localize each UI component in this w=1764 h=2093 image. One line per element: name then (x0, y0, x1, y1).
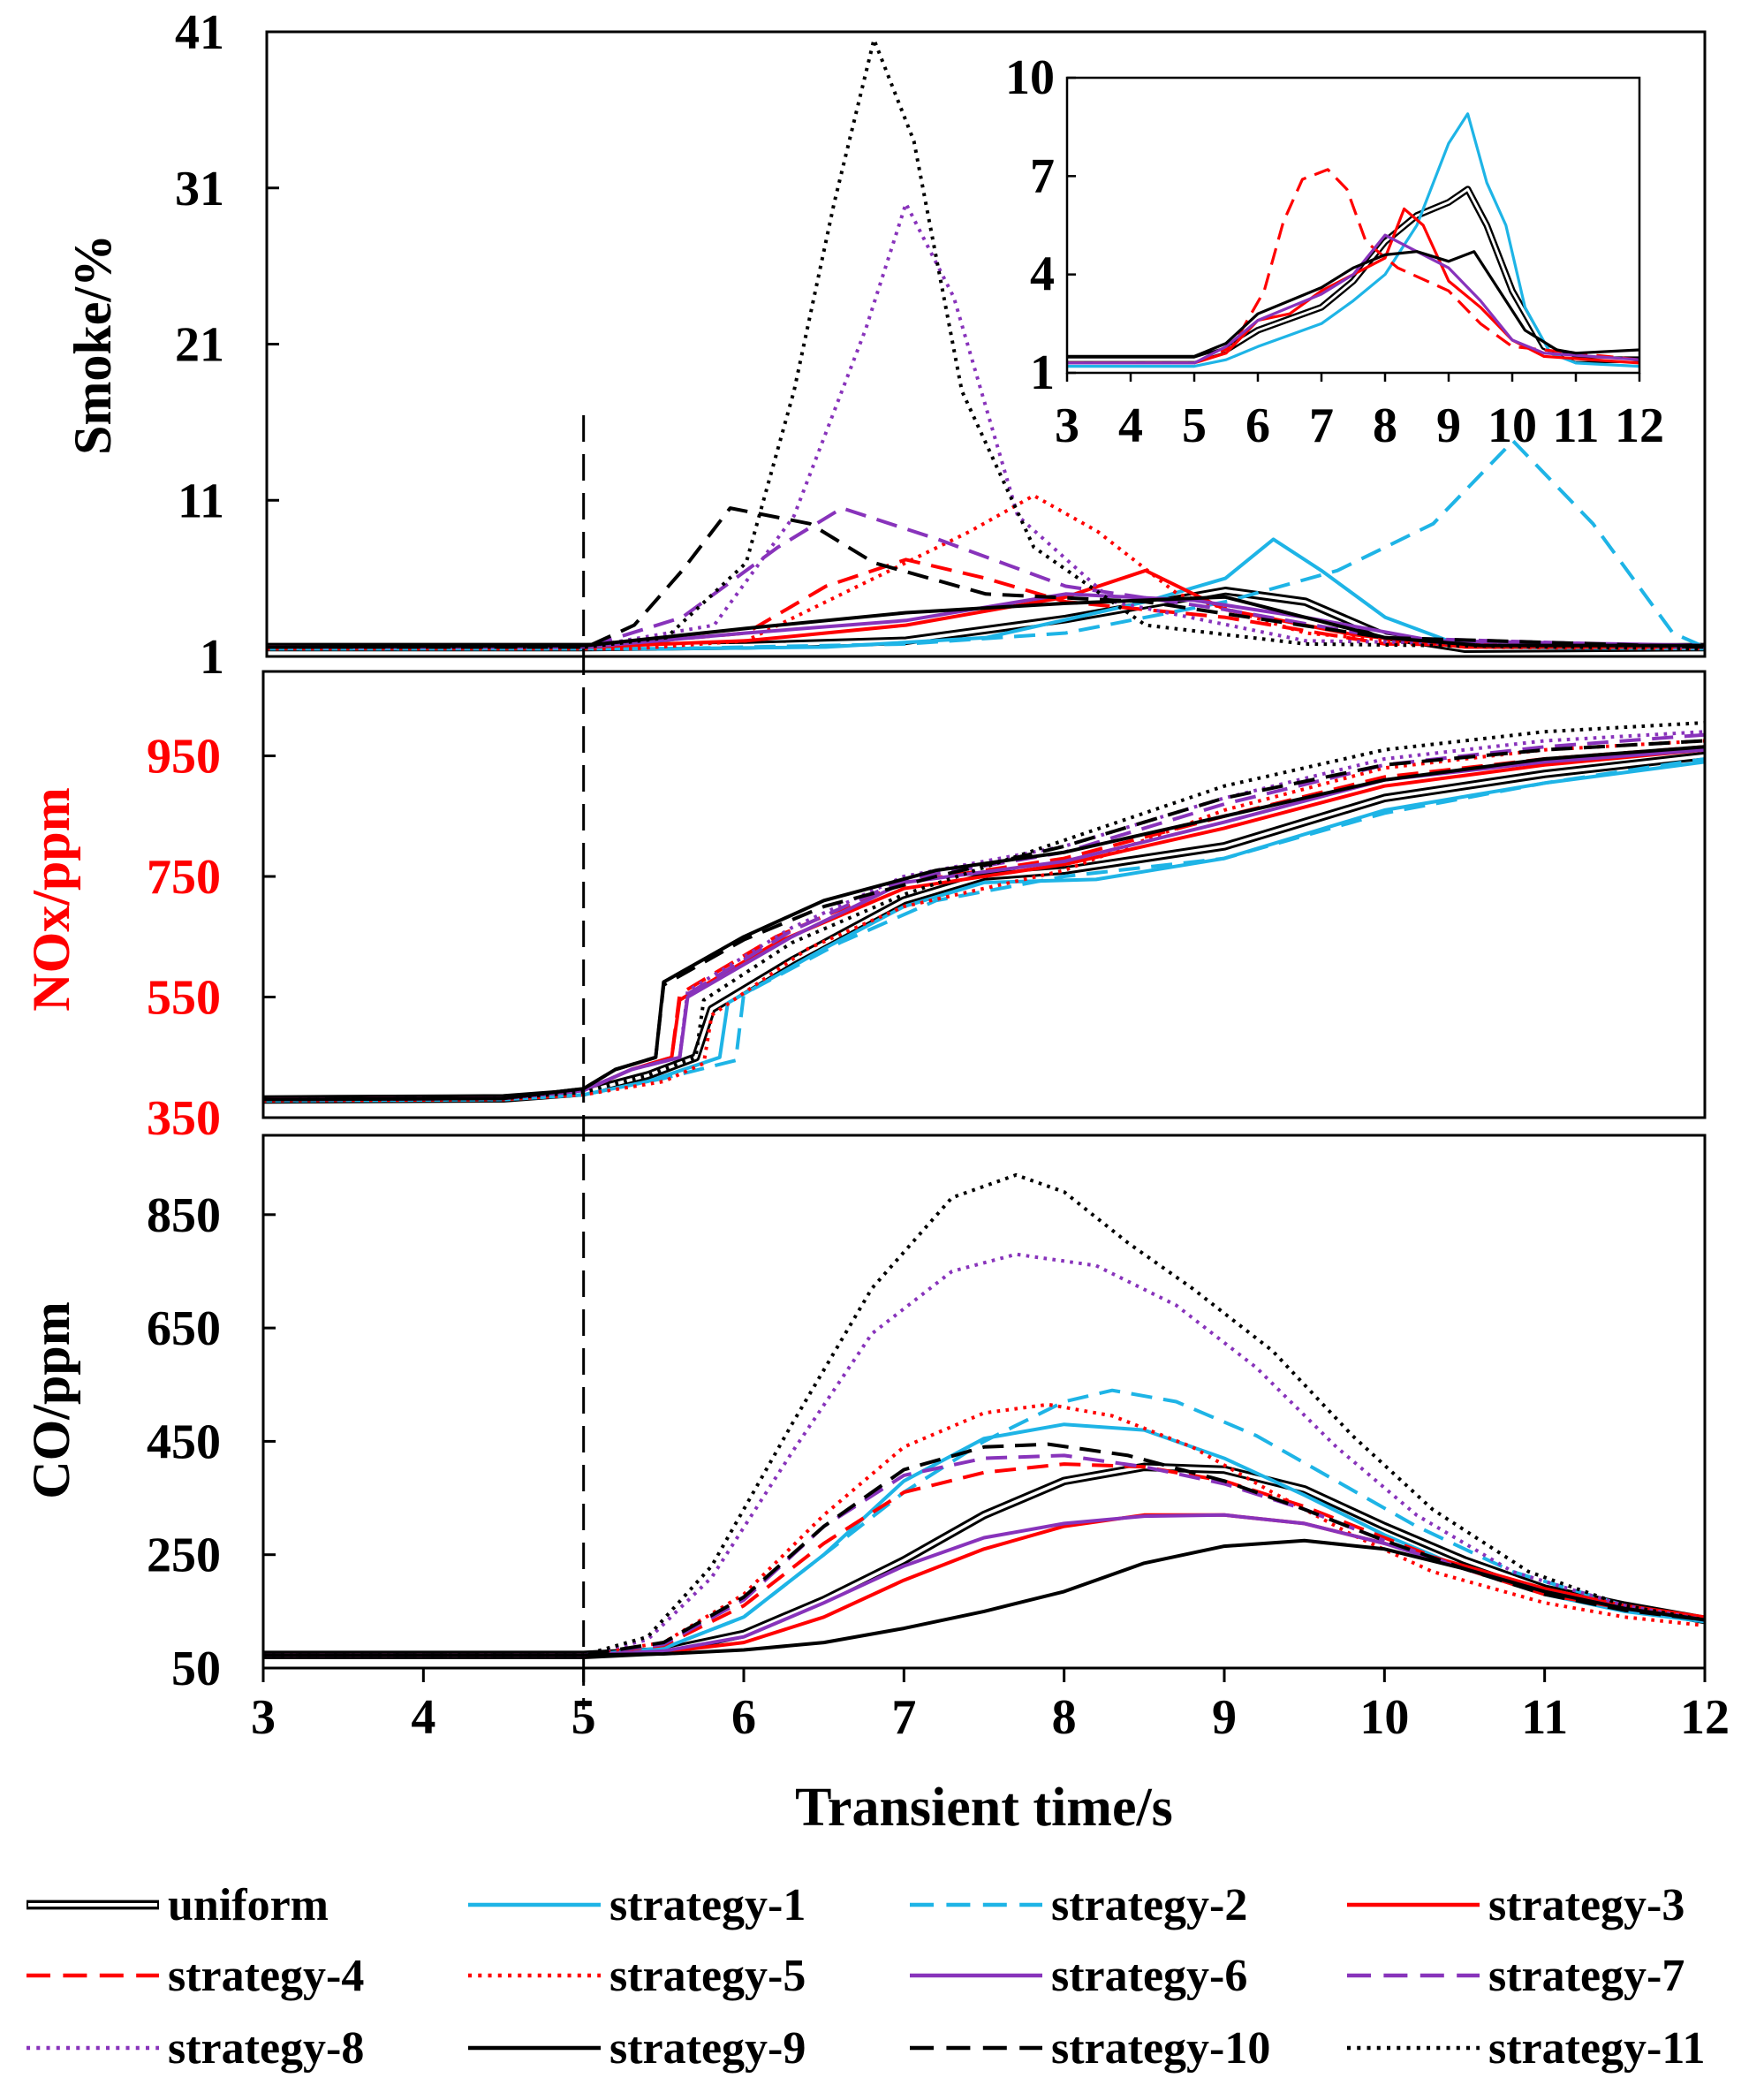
legend-item-strategy-1: strategy-1 (468, 1880, 806, 1930)
smoke-line-strategy-11 (267, 37, 1706, 651)
nox-y-axis-label: NOx/ppm (22, 787, 80, 1011)
legend-item-strategy-11: strategy-11 (1347, 2023, 1705, 2074)
smoke-line-strategy-5 (267, 493, 1706, 651)
nox-y-ticks: 350 550 750 950 (147, 730, 276, 1146)
legend-item-strategy-10: strategy-10 (910, 2023, 1270, 2074)
co-panel: 50 250 450 650 850 CO/ppm (22, 1134, 1707, 1696)
co-y-tick-label: 450 (147, 1414, 221, 1469)
co-y-tick-label: 850 (147, 1188, 221, 1243)
x-tick-label: 11 (1521, 1690, 1568, 1745)
legend-label: strategy-7 (1488, 1951, 1685, 2001)
co-line-strategy-2 (263, 1388, 1706, 1657)
co-plot-frame (261, 1134, 1707, 1670)
legend-item-uniform: uniform (26, 1880, 329, 1930)
inset-y-tick-label: 10 (1005, 50, 1055, 105)
inset-x-ticks: 3 4 5 6 7 8 9 10 11 12 (1055, 373, 1664, 453)
inset-y-tick-label: 7 (1030, 148, 1055, 203)
legend-label: strategy-11 (1488, 2023, 1705, 2074)
x-tick-label: 7 (891, 1690, 916, 1745)
inset-y-ticks: 1 4 7 10 (1005, 50, 1076, 400)
legend-label: strategy-4 (168, 1951, 364, 2001)
smoke-line-strategy-2 (267, 439, 1706, 651)
smoke-line-strategy-10 (267, 506, 1706, 649)
legend-item-strategy-8: strategy-8 (26, 2023, 364, 2074)
legend-item-strategy-7: strategy-7 (1347, 1951, 1685, 2001)
x-tick-label: 10 (1359, 1690, 1409, 1745)
co-y-tick-label: 50 (171, 1642, 221, 1696)
inset-x-tick-label: 9 (1436, 398, 1461, 453)
inset-line-strategy-1 (1067, 112, 1640, 368)
nox-y-tick-label: 750 (147, 850, 221, 905)
co-line-strategy-5 (263, 1402, 1706, 1657)
legend-item-strategy-4: strategy-4 (26, 1951, 364, 2001)
inset-x-tick-label: 7 (1309, 398, 1334, 453)
nox-line-strategy-10 (262, 739, 1706, 1102)
inset-line-strategy-4 (1067, 168, 1640, 365)
legend-label: strategy-10 (1051, 2023, 1270, 2074)
legend-label: strategy-1 (609, 1880, 806, 1930)
x-tick-label: 6 (731, 1690, 756, 1745)
legend-item-strategy-2: strategy-2 (910, 1880, 1247, 1930)
inset-x-tick-label: 11 (1553, 398, 1600, 453)
x-tick-label: 4 (411, 1690, 435, 1745)
nox-y-tick-label: 350 (147, 1091, 221, 1146)
inset-x-tick-label: 12 (1615, 398, 1664, 453)
legend-item-strategy-6: strategy-6 (910, 1951, 1247, 2001)
smoke-series-group (266, 37, 1706, 653)
legend-label: strategy-9 (609, 2023, 806, 2074)
inset-frame (1065, 76, 1641, 375)
co-y-tick-label: 650 (147, 1301, 221, 1356)
inset-y-tick-label: 1 (1030, 345, 1055, 400)
legend-label: strategy-2 (1051, 1880, 1247, 1930)
x-tick-label: 12 (1680, 1690, 1730, 1745)
legend-label: strategy-8 (168, 2023, 364, 2074)
inset-background (1067, 78, 1639, 373)
smoke-y-tick-label: 31 (175, 162, 224, 216)
x-tick-label: 8 (1052, 1690, 1077, 1745)
legend-label: strategy-6 (1051, 1951, 1247, 2001)
nox-y-tick-label: 550 (147, 971, 221, 1026)
inset-series-group (1067, 112, 1640, 368)
nox-y-tick-label: 950 (147, 730, 221, 785)
legend: uniform strategy-1 strategy-2 strategy-3 str… (26, 1880, 1705, 2074)
smoke-y-tick-label: 41 (175, 5, 224, 60)
inset-x-tick-label: 6 (1245, 398, 1270, 453)
inset-x-tick-label: 5 (1182, 398, 1207, 453)
co-line-strategy-11 (263, 1172, 1706, 1657)
smoke-y-tick-label: 21 (175, 318, 224, 373)
x-tick-label: 3 (251, 1690, 276, 1745)
nox-plot-frame (261, 670, 1707, 1119)
smoke-y-tick-label: 11 (178, 474, 224, 528)
legend-item-strategy-5: strategy-5 (468, 1951, 806, 2001)
inset-x-tick-label: 3 (1055, 398, 1079, 453)
smoke-y-tick-label: 1 (200, 630, 224, 685)
legend-label: strategy-3 (1488, 1880, 1685, 1930)
legend-item-strategy-3: strategy-3 (1347, 1880, 1685, 1930)
inset-y-tick-label: 4 (1030, 247, 1055, 302)
smoke-line-strategy-7 (267, 506, 1706, 649)
co-y-axis-label: CO/ppm (22, 1301, 80, 1498)
legend-label: uniform (168, 1880, 329, 1930)
co-y-ticks: 50 250 450 650 850 (147, 1188, 276, 1696)
co-line-strategy-9 (263, 1538, 1706, 1657)
legend-label: strategy-5 (609, 1951, 806, 2001)
x-tick-label: 9 (1212, 1690, 1237, 1745)
co-series-group (263, 1172, 1706, 1659)
smoke-y-axis-label: Smoke/% (64, 234, 122, 455)
inset-x-tick-label: 8 (1373, 398, 1397, 453)
co-line-strategy-10 (263, 1442, 1706, 1657)
inset-x-tick-label: 10 (1488, 398, 1537, 453)
legend-item-strategy-9: strategy-9 (468, 2023, 806, 2074)
co-y-tick-label: 250 (147, 1528, 221, 1583)
inset-line-strategy-9 (1067, 250, 1640, 358)
inset-line-strategy-6 (1067, 233, 1640, 365)
x-axis-label: Transient time/s (795, 1778, 1173, 1838)
nox-line-strategy-2 (262, 757, 1706, 1103)
inset-x-tick-label: 4 (1118, 398, 1143, 453)
